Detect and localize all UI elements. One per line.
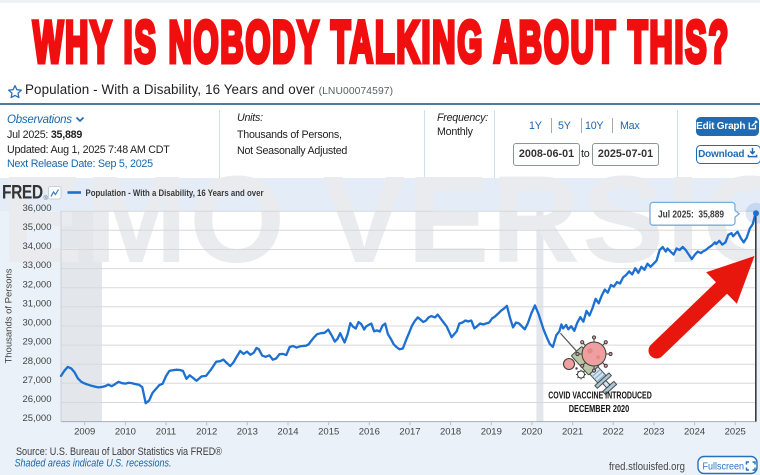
svg-text:2025: 2025 xyxy=(725,427,746,438)
svg-text:DECEMBER 2020: DECEMBER 2020 xyxy=(569,403,630,415)
svg-text:2019: 2019 xyxy=(481,427,502,438)
svg-text:Thousands of Persons: Thousands of Persons xyxy=(4,268,15,363)
svg-text:32,000: 32,000 xyxy=(22,279,51,290)
svg-text:2012: 2012 xyxy=(196,427,217,438)
svg-text:2017: 2017 xyxy=(399,427,420,438)
svg-text:Fullscreen: Fullscreen xyxy=(703,461,745,473)
svg-text:2018: 2018 xyxy=(440,427,461,438)
svg-text:2015: 2015 xyxy=(318,427,339,438)
svg-text:2011: 2011 xyxy=(156,427,176,438)
svg-text:COVID VACCINE INTRODUCED: COVID VACCINE INTRODUCED xyxy=(548,389,652,401)
svg-text:31,000: 31,000 xyxy=(22,298,51,309)
svg-text:36,000: 36,000 xyxy=(22,203,51,214)
svg-text:2013: 2013 xyxy=(237,427,258,438)
svg-text:25,000: 25,000 xyxy=(22,413,51,424)
svg-text:2024: 2024 xyxy=(684,427,705,438)
svg-text:2020: 2020 xyxy=(521,427,542,438)
svg-text:2022: 2022 xyxy=(603,427,624,438)
svg-text:34,000: 34,000 xyxy=(22,241,51,252)
svg-text:Population - With a Disability: Population - With a Disability, 16 Years… xyxy=(86,188,265,198)
svg-text:2023: 2023 xyxy=(643,427,664,438)
svg-text:29,000: 29,000 xyxy=(22,337,51,348)
svg-text:35,000: 35,000 xyxy=(22,222,51,233)
svg-text:2016: 2016 xyxy=(359,427,380,438)
svg-text:Shaded areas indicate U.S. rec: Shaded areas indicate U.S. recessions. xyxy=(15,458,172,470)
svg-text:33,000: 33,000 xyxy=(22,260,51,271)
svg-text:2021: 2021 xyxy=(562,427,583,438)
svg-text:2014: 2014 xyxy=(277,427,298,438)
svg-text:2009: 2009 xyxy=(74,427,95,438)
svg-text:27,000: 27,000 xyxy=(22,375,51,386)
svg-text:DEMO VERSION: DEMO VERSION xyxy=(0,152,760,289)
svg-text:30,000: 30,000 xyxy=(22,318,51,329)
svg-text:FRED: FRED xyxy=(2,181,43,203)
svg-text:®: ® xyxy=(44,195,49,202)
svg-text:fred.stlouisfed.org: fred.stlouisfed.org xyxy=(609,461,685,473)
svg-text:Jul 2025: 35,889: Jul 2025: 35,889 xyxy=(658,208,724,220)
svg-text:28,000: 28,000 xyxy=(22,356,51,367)
svg-text:26,000: 26,000 xyxy=(22,394,51,405)
svg-text:2010: 2010 xyxy=(115,427,136,438)
svg-text:Source: U.S. Bureau of Labor S: Source: U.S. Bureau of Labor Statistics … xyxy=(16,446,222,458)
